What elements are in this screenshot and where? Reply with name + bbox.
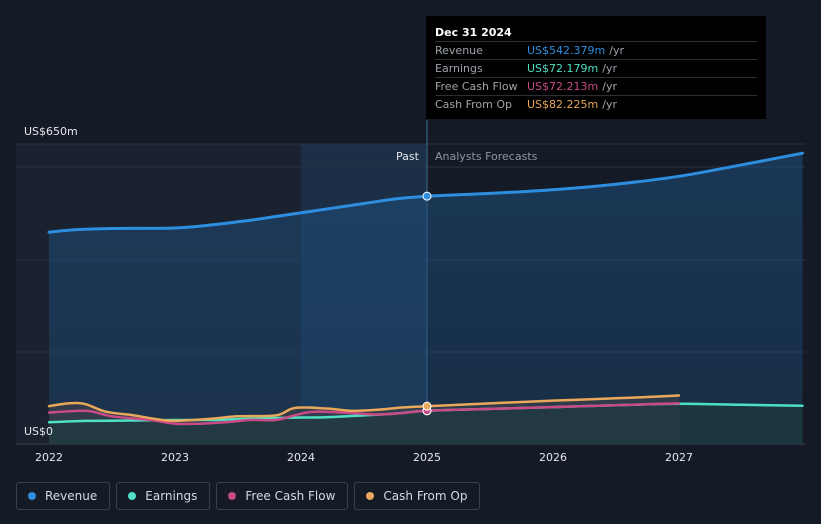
legend-label: Cash From Op <box>383 489 468 503</box>
tooltip-unit: /yr <box>602 98 617 111</box>
legend-label: Revenue <box>45 489 98 503</box>
cash-from-op-marker <box>422 401 432 411</box>
earnings-area <box>49 403 803 444</box>
tooltip-row-cash-from-op: Cash From Op US$82.225m /yr <box>435 95 757 113</box>
tooltip-value: US$82.225m <box>527 98 599 111</box>
chart-legend: Revenue Earnings Free Cash Flow Cash Fro… <box>16 482 481 510</box>
x-tick-2025: 2025 <box>413 451 441 464</box>
tooltip-label: Earnings <box>435 62 483 75</box>
revenue-line <box>47 151 804 234</box>
tooltip-unit: /yr <box>602 80 617 93</box>
tooltip-value: US$72.179m <box>527 62 599 75</box>
y-axis-min-label: US$0 <box>24 425 54 438</box>
legend-dot-icon <box>28 492 36 500</box>
tooltip-label: Revenue <box>435 44 483 57</box>
x-tick-2023: 2023 <box>161 451 189 464</box>
tooltip-row-revenue: Revenue US$542.379m /yr <box>435 41 757 59</box>
revenue-marker <box>422 191 432 201</box>
y-axis-max-label: US$650m <box>24 125 78 138</box>
legend-dot-icon <box>128 492 137 500</box>
tooltip-unit: /yr <box>602 62 617 75</box>
tooltip-unit: /yr <box>609 44 624 57</box>
tooltip-label: Free Cash Flow <box>435 80 518 93</box>
cash-from-op-line <box>47 394 681 423</box>
revenue-area <box>49 153 803 444</box>
x-tick-2026: 2026 <box>539 451 567 464</box>
past-label: Past <box>396 150 419 163</box>
legend-dot-icon <box>228 492 237 500</box>
tooltip-row-free-cash-flow: Free Cash Flow US$72.213m /yr <box>435 77 757 95</box>
legend-label: Free Cash Flow <box>245 489 336 503</box>
legend-item-earnings[interactable]: Earnings <box>116 482 211 510</box>
x-tick-2027: 2027 <box>665 451 693 464</box>
legend-item-free-cash-flow[interactable]: Free Cash Flow <box>216 482 349 510</box>
tooltip-value: US$72.213m <box>527 80 599 93</box>
legend-item-revenue[interactable]: Revenue <box>16 482 111 510</box>
tooltip-date: Dec 31 2024 <box>435 26 512 39</box>
x-tick-2024: 2024 <box>287 451 315 464</box>
x-tick-2022: 2022 <box>35 451 63 464</box>
free-cash-flow-line <box>47 402 681 426</box>
forecast-label: Analysts Forecasts <box>435 150 538 163</box>
data-tooltip: Dec 31 2024 Revenue US$542.379m /yr Earn… <box>426 16 766 119</box>
tooltip-label: Cash From Op <box>435 98 513 111</box>
tooltip-row-earnings: Earnings US$72.179m /yr <box>435 59 757 77</box>
legend-item-cash-from-op[interactable]: Cash From Op <box>354 482 481 510</box>
tooltip-value: US$542.379m <box>527 44 606 57</box>
legend-dot-icon <box>366 492 375 500</box>
legend-label: Earnings <box>145 489 198 503</box>
